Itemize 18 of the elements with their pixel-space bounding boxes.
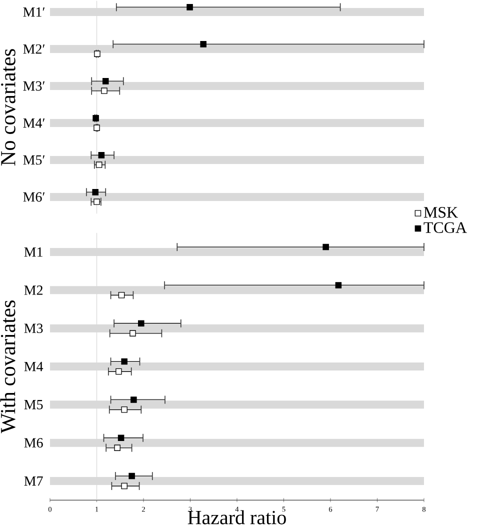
y-axis-title: No covariates [1,49,16,166]
y-tick-label: M7 [24,476,43,486]
y-tick-label: M2 [24,286,43,295]
legend-label: TCGA [424,222,467,233]
y-tick-label: M3 [24,324,43,334]
legend-label: MSK [424,206,458,218]
y-tick-label: M2′ [23,44,45,54]
y-tick-label: M3′ [23,81,45,91]
y-axis-title: With covariates [0,300,16,434]
y-tick-label: M1 [24,247,42,257]
y-tick-label: M6′ [23,192,45,202]
y-tick-label: M4′ [23,118,45,128]
y-tick-label: M1′ [23,7,45,17]
x-axis-title: Hazard ratio [188,510,286,524]
y-tick-label: M6 [24,438,43,448]
y-tick-label: M4 [24,362,44,372]
y-tick-label: M5 [24,400,43,410]
y-tick-label: M5′ [23,155,45,165]
